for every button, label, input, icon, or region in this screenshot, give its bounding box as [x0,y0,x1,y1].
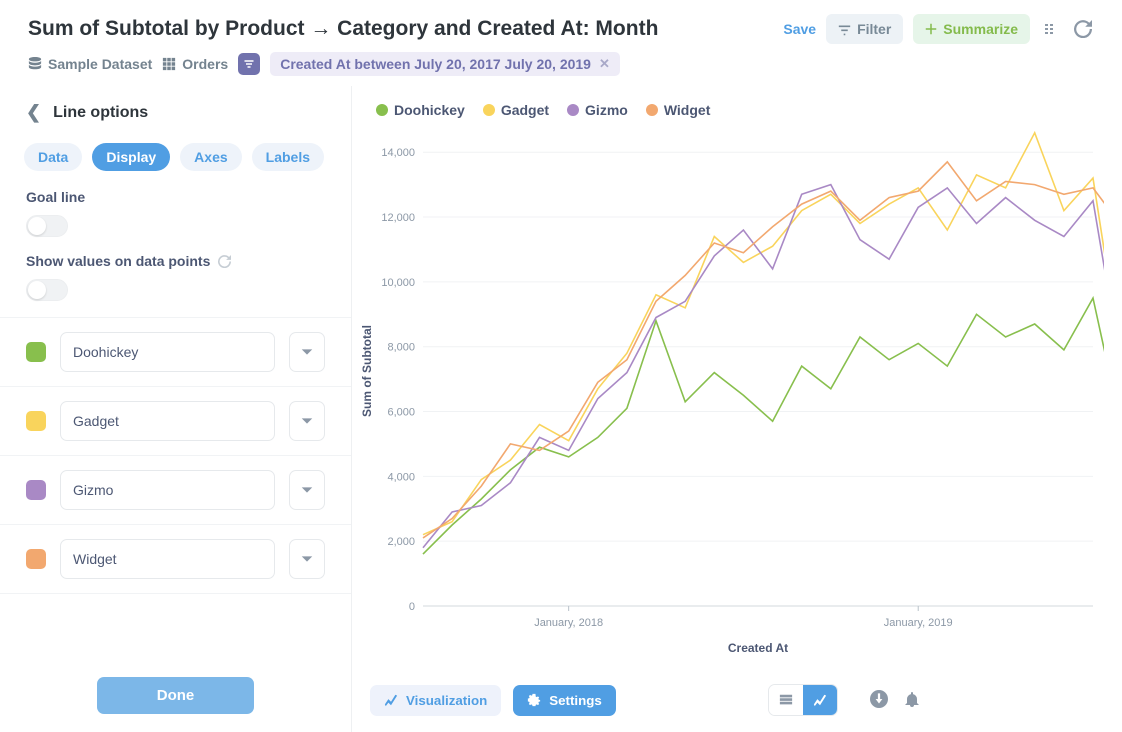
series-row: Gizmo [0,455,351,524]
database-icon [28,57,42,71]
legend-swatch [646,104,658,116]
series-swatch[interactable] [26,549,46,569]
svg-text:Created At: Created At [728,641,788,655]
svg-text:8,000: 8,000 [387,342,415,354]
legend-item[interactable]: Doohickey [376,102,465,118]
legend-label: Gadget [501,102,549,118]
legend-label: Doohickey [394,102,465,118]
legend-item[interactable]: Gadget [483,102,549,118]
legend-swatch [567,104,579,116]
sidebar-title: Line options [53,104,148,122]
tabs: Data Display Axes Labels [0,135,351,189]
plus-icon [925,23,937,35]
page-title: Sum of Subtotal by Product → Category an… [28,17,658,41]
sort-icon[interactable] [1040,18,1062,40]
refresh-icon[interactable] [1072,18,1094,40]
series-list: Doohickey Gadget Gizmo Widget [0,317,351,663]
legend-item[interactable]: Gizmo [567,102,628,118]
series-name-select[interactable]: Doohickey [60,332,275,372]
view-mode-segment [768,684,838,716]
breadcrumb-dataset[interactable]: Sample Dataset [28,56,152,72]
close-icon[interactable]: ✕ [599,56,610,72]
svg-text:January, 2018: January, 2018 [534,617,603,629]
breadcrumb-table[interactable]: Orders [162,56,228,72]
summarize-button[interactable]: Summarize [913,14,1030,44]
refresh-small-icon [218,255,231,268]
series-swatch[interactable] [26,411,46,431]
series-row: Doohickey [0,317,351,386]
table-icon [162,57,176,71]
svg-text:10,000: 10,000 [381,277,415,289]
legend-swatch [483,104,495,116]
svg-text:14,000: 14,000 [381,147,415,159]
legend-label: Gizmo [585,102,628,118]
save-link[interactable]: Save [783,21,816,37]
tab-data[interactable]: Data [24,143,82,171]
breadcrumb: Sample Dataset Orders Created At between… [28,52,1094,76]
chart-legend: Doohickey Gadget Gizmo Widget [352,96,1104,126]
visualization-button[interactable]: Visualization [370,685,501,716]
bell-icon[interactable] [904,690,920,711]
footer-bar: Visualization Settings [370,684,1104,716]
svg-text:0: 0 [409,601,415,613]
settings-button[interactable]: Settings [513,685,616,716]
legend-item[interactable]: Widget [646,102,711,118]
chart-view-button[interactable] [803,685,837,715]
chevron-down-icon [300,483,314,497]
series-name-select[interactable]: Gadget [60,401,275,441]
svg-text:12,000: 12,000 [381,212,415,224]
cell-badge-icon[interactable] [238,53,260,75]
tab-labels[interactable]: Labels [252,143,324,171]
chevron-down-icon [300,414,314,428]
filter-icon [838,23,851,36]
series-swatch[interactable] [26,480,46,500]
show-values-label: Show values on data points [26,253,210,269]
svg-text:January, 2019: January, 2019 [884,617,953,629]
done-button[interactable]: Done [97,677,255,714]
svg-text:4,000: 4,000 [387,471,415,483]
sidebar: ❮ Line options Data Display Axes Labels Goa… [0,86,352,732]
series-expand-button[interactable] [289,539,325,579]
chevron-down-icon [300,552,314,566]
legend-label: Widget [664,102,711,118]
summarize-button-label: Summarize [943,21,1018,37]
svg-text:Sum of Subtotal: Sum of Subtotal [360,325,374,417]
goal-line-toggle[interactable] [26,215,68,237]
gear-icon [527,693,541,707]
line-chart-icon [384,693,398,707]
chevron-down-icon [300,345,314,359]
svg-text:2,000: 2,000 [387,536,415,548]
legend-swatch [376,104,388,116]
goal-line-label: Goal line [26,189,325,205]
filter-pill[interactable]: Created At between July 20, 2017 July 20… [270,52,620,76]
tab-display[interactable]: Display [92,143,170,171]
tab-axes[interactable]: Axes [180,143,241,171]
series-row: Gadget [0,386,351,455]
line-chart: 0 2,000 4,000 6,000 8,000 10,000 12,000 14,000 J… [352,126,1104,666]
series-name-select[interactable]: Gizmo [60,470,275,510]
show-values-toggle[interactable] [26,279,68,301]
filter-button[interactable]: Filter [826,14,903,44]
series-expand-button[interactable] [289,470,325,510]
series-swatch[interactable] [26,342,46,362]
download-icon[interactable] [870,690,888,711]
filter-button-label: Filter [857,21,891,37]
back-icon[interactable]: ❮ [26,102,41,123]
table-view-button[interactable] [769,685,803,715]
series-name-select[interactable]: Widget [60,539,275,579]
series-expand-button[interactable] [289,401,325,441]
svg-text:6,000: 6,000 [387,407,415,419]
series-row: Widget [0,524,351,594]
series-expand-button[interactable] [289,332,325,372]
